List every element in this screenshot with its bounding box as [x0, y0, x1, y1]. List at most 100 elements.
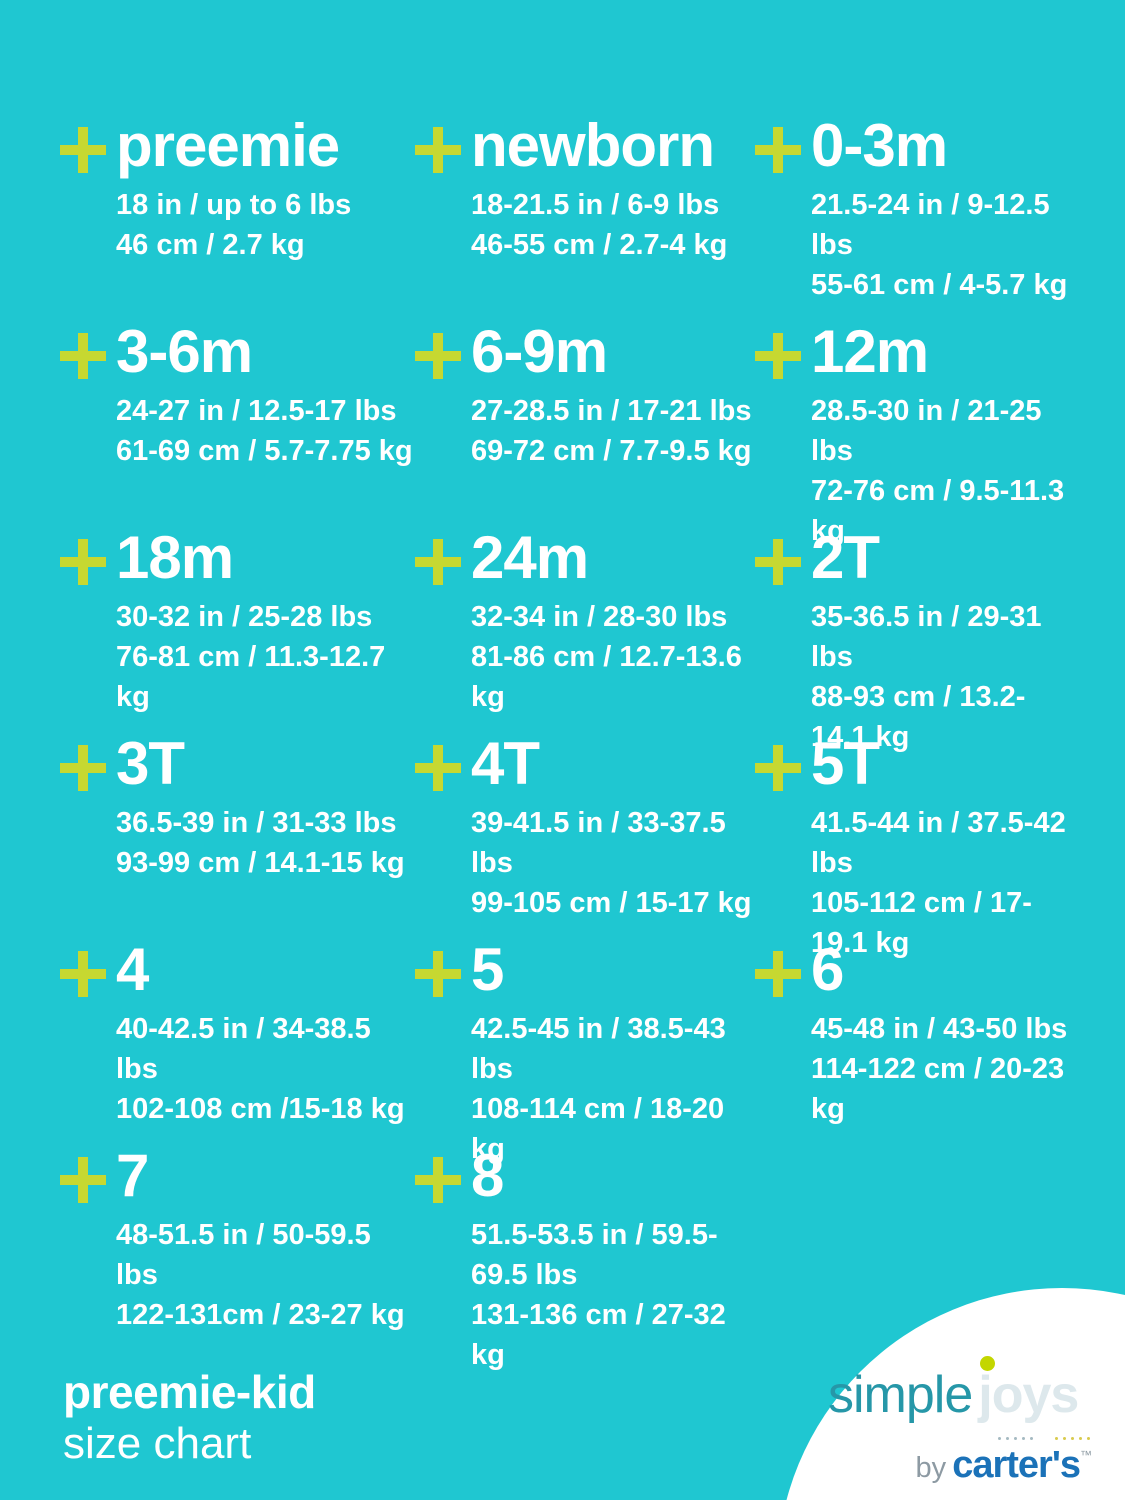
size-metric-range: 108-114 cm / 18-20 kg [471, 1093, 725, 1165]
brand-logo-byline: by carter's™ [828, 1444, 1094, 1487]
size-cell: 3-6m 24-27 in / 12.5-17 lbs 61-69 cm / 5… [60, 309, 415, 515]
size-cell-text: 7 48-51.5 in / 50-59.5 lbs 122-131cm / 2… [116, 1145, 415, 1335]
plus-icon [415, 539, 461, 585]
size-cell: 12m 28.5-30 in / 21-25 lbs 72-76 cm / 9.… [755, 309, 1080, 547]
brand-logo-wordmark: simple joys [828, 1356, 1094, 1435]
size-cell-text: 4 40-42.5 in / 34-38.5 lbs 102-108 cm /1… [116, 939, 415, 1129]
plus-icon [60, 333, 106, 379]
size-metric-range: 46 cm / 2.7 kg [116, 229, 305, 261]
size-imperial-range: 27-28.5 in / 17-21 lbs [471, 395, 752, 427]
size-label: 5T [811, 730, 880, 797]
size-imperial-range: 51.5-53.5 in / 59.5-69.5 lbs [471, 1219, 718, 1291]
size-label: 6-9m [471, 318, 608, 385]
logo-tm-mark: ™ [1080, 1448, 1092, 1462]
size-cell: 4T 39-41.5 in / 33-37.5 lbs 99-105 cm / … [415, 721, 755, 927]
size-imperial-range: 35-36.5 in / 29-31 lbs [811, 601, 1042, 673]
size-label: 24m [471, 524, 589, 591]
size-metric-range: 114-122 cm / 20-23 kg [811, 1053, 1065, 1125]
size-cell-text: 24m 32-34 in / 28-30 lbs 81-86 cm / 12.7… [471, 527, 755, 717]
size-cell: 3T 36.5-39 in / 31-33 lbs 93-99 cm / 14.… [60, 721, 415, 927]
plus-icon [60, 539, 106, 585]
size-label: newborn [471, 112, 715, 179]
chart-footer: preemie-kid size chart [63, 1366, 316, 1470]
plus-icon [755, 951, 801, 997]
size-metric-range: 99-105 cm / 15-17 kg [471, 887, 752, 919]
plus-icon [755, 127, 801, 173]
logo-dots-left [998, 1437, 1033, 1440]
plus-icon [755, 333, 801, 379]
size-grid: preemie 18 in / up to 6 lbs 46 cm / 2.7 … [60, 103, 1080, 1371]
size-cell-text: 0-3m 21.5-24 in / 9-12.5 lbs 55-61 cm / … [811, 115, 1080, 305]
size-label: 8 [471, 1142, 504, 1209]
size-imperial-range: 18 in / up to 6 lbs [116, 189, 352, 221]
size-metric-range: 102-108 cm /15-18 kg [116, 1093, 405, 1125]
size-metric-range: 93-99 cm / 14.1-15 kg [116, 847, 405, 879]
size-label: 18m [116, 524, 234, 591]
size-cell-text: newborn 18-21.5 in / 6-9 lbs 46-55 cm / … [471, 115, 727, 265]
size-cell: 7 48-51.5 in / 50-59.5 lbs 122-131cm / 2… [60, 1133, 415, 1339]
size-imperial-range: 39-41.5 in / 33-37.5 lbs [471, 807, 726, 879]
size-imperial-range: 48-51.5 in / 50-59.5 lbs [116, 1219, 371, 1291]
size-label: 12m [811, 318, 929, 385]
size-cell-text: 6-9m 27-28.5 in / 17-21 lbs 69-72 cm / 7… [471, 321, 752, 471]
size-metric-range: 69-72 cm / 7.7-9.5 kg [471, 435, 752, 467]
plus-icon [60, 127, 106, 173]
size-label: 6 [811, 936, 844, 1003]
size-metric-range: 105-112 cm / 17-19.1 kg [811, 887, 1032, 959]
size-imperial-range: 41.5-44 in / 37.5-42 lbs [811, 807, 1066, 879]
logo-joys-text: joys [978, 1356, 1079, 1424]
logo-by-text: by [915, 1452, 947, 1484]
size-imperial-range: 30-32 in / 25-28 lbs [116, 601, 373, 633]
logo-j-dot-icon [980, 1356, 996, 1371]
size-cell-text: 4T 39-41.5 in / 33-37.5 lbs 99-105 cm / … [471, 733, 755, 923]
size-label: preemie [116, 112, 340, 179]
size-cell: 18m 30-32 in / 25-28 lbs 76-81 cm / 11.3… [60, 515, 415, 721]
logo-dots-right [1055, 1437, 1090, 1440]
size-cell-text: 12m 28.5-30 in / 21-25 lbs 72-76 cm / 9.… [811, 321, 1080, 551]
size-metric-range: 46-55 cm / 2.7-4 kg [471, 229, 728, 261]
size-cell: 2T 35-36.5 in / 29-31 lbs 88-93 cm / 13.… [755, 515, 1080, 753]
size-cell: 5T 41.5-44 in / 37.5-42 lbs 105-112 cm /… [755, 721, 1080, 959]
size-label: 0-3m [811, 112, 948, 179]
size-cell-text: 5 42.5-45 in / 38.5-43 lbs 108-114 cm / … [471, 939, 755, 1169]
size-cell: newborn 18-21.5 in / 6-9 lbs 46-55 cm / … [415, 103, 755, 309]
size-cell: 4 40-42.5 in / 34-38.5 lbs 102-108 cm /1… [60, 927, 415, 1133]
size-metric-range: 55-61 cm / 4-5.7 kg [811, 269, 1068, 301]
size-label: 7 [116, 1142, 149, 1209]
size-imperial-range: 42.5-45 in / 38.5-43 lbs [471, 1013, 726, 1085]
size-imperial-range: 40-42.5 in / 34-38.5 lbs [116, 1013, 371, 1085]
logo-simple-text: simple [828, 1366, 973, 1424]
size-metric-range: 61-69 cm / 5.7-7.75 kg [116, 435, 413, 467]
size-imperial-range: 21.5-24 in / 9-12.5 lbs [811, 189, 1050, 261]
size-cell-text: 18m 30-32 in / 25-28 lbs 76-81 cm / 11.3… [116, 527, 415, 717]
size-metric-range: 72-76 cm / 9.5-11.3 kg [811, 475, 1065, 547]
chart-subtitle: size chart [63, 1419, 252, 1468]
size-metric-range: 88-93 cm / 13.2-14.1 kg [811, 681, 1026, 753]
size-imperial-range: 36.5-39 in / 31-33 lbs [116, 807, 397, 839]
plus-icon [415, 333, 461, 379]
size-cell: 6-9m 27-28.5 in / 17-21 lbs 69-72 cm / 7… [415, 309, 755, 515]
size-label: 4T [471, 730, 540, 797]
size-cell: 24m 32-34 in / 28-30 lbs 81-86 cm / 12.7… [415, 515, 755, 721]
size-cell-text: 8 51.5-53.5 in / 59.5-69.5 lbs 131-136 c… [471, 1145, 755, 1375]
brand-logo: simple joys by carter's™ [828, 1356, 1094, 1487]
plus-icon [755, 539, 801, 585]
size-imperial-range: 32-34 in / 28-30 lbs [471, 601, 728, 633]
chart-title: preemie-kid [63, 1366, 316, 1418]
size-imperial-range: 24-27 in / 12.5-17 lbs [116, 395, 397, 427]
size-cell-text: 3T 36.5-39 in / 31-33 lbs 93-99 cm / 14.… [116, 733, 405, 883]
plus-icon [415, 1157, 461, 1203]
logo-dotted-rule [828, 1437, 1094, 1440]
size-cell: 0-3m 21.5-24 in / 9-12.5 lbs 55-61 cm / … [755, 103, 1080, 309]
plus-icon [60, 745, 106, 791]
size-metric-range: 122-131cm / 23-27 kg [116, 1299, 405, 1331]
size-cell-text: 6 45-48 in / 43-50 lbs 114-122 cm / 20-2… [811, 939, 1080, 1129]
plus-icon [755, 745, 801, 791]
size-cell: 6 45-48 in / 43-50 lbs 114-122 cm / 20-2… [755, 927, 1080, 1133]
size-cell: 5 42.5-45 in / 38.5-43 lbs 108-114 cm / … [415, 927, 755, 1165]
size-metric-range: 131-136 cm / 27-32 kg [471, 1299, 726, 1371]
logo-carters-text: carter's [952, 1444, 1081, 1486]
plus-icon [415, 127, 461, 173]
plus-icon [60, 1157, 106, 1203]
